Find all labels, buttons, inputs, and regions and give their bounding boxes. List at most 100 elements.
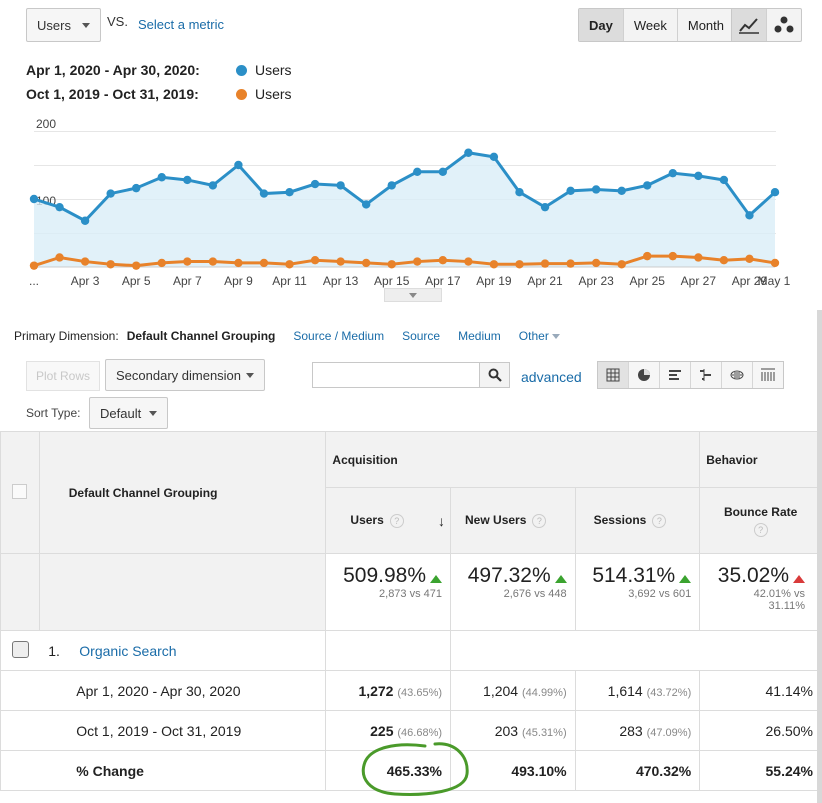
data-point-previous-19[interactable] — [489, 260, 499, 269]
table-view-icon[interactable] — [598, 362, 629, 388]
data-point-previous-18[interactable] — [464, 257, 473, 266]
data-point-current-13[interactable] — [336, 181, 345, 190]
data-point-current-30[interactable] — [770, 188, 780, 197]
search-button[interactable] — [480, 362, 510, 388]
chart-collapse-handle[interactable] — [384, 288, 442, 302]
data-point-current-6[interactable] — [157, 173, 166, 182]
data-point-current-28[interactable] — [719, 175, 729, 185]
new-users-column-header[interactable]: New Users? — [450, 487, 576, 554]
data-point-current-1[interactable] — [29, 194, 39, 204]
pivot-view-icon[interactable] — [753, 362, 783, 388]
dimension-source[interactable]: Source — [402, 329, 441, 343]
sort-type-select[interactable]: Default — [89, 397, 168, 429]
dimension-other[interactable]: Other — [519, 329, 561, 343]
sessions-column-header[interactable]: Sessions? — [574, 487, 701, 554]
data-point-previous-28[interactable] — [719, 256, 729, 265]
data-point-previous-4[interactable] — [106, 260, 115, 269]
data-point-current-8[interactable] — [208, 181, 218, 190]
data-point-previous-11[interactable] — [285, 260, 294, 269]
data-point-current-17[interactable] — [438, 167, 448, 176]
data-point-current-15[interactable] — [387, 181, 396, 190]
advanced-link[interactable]: advanced — [521, 369, 582, 385]
organic-search-link[interactable]: Organic Search — [79, 642, 177, 659]
data-point-current-4[interactable] — [106, 189, 115, 198]
data-point-previous-10[interactable] — [259, 258, 269, 268]
data-point-previous-26[interactable] — [668, 251, 677, 261]
data-point-current-19[interactable] — [489, 152, 499, 162]
help-icon[interactable]: ? — [389, 513, 404, 528]
data-point-current-24[interactable] — [617, 186, 626, 196]
data-point-current-16[interactable] — [413, 167, 422, 176]
data-point-previous-22[interactable] — [566, 259, 575, 268]
data-point-previous-15[interactable] — [387, 260, 396, 269]
data-point-previous-23[interactable] — [591, 258, 601, 268]
data-point-previous-3[interactable] — [80, 257, 90, 266]
data-point-current-11[interactable] — [285, 188, 294, 197]
bounce-rate-column-header[interactable]: Bounce Rate ? — [699, 487, 822, 554]
data-point-previous-20[interactable] — [515, 260, 524, 269]
performance-view-icon[interactable] — [660, 362, 691, 388]
data-point-previous-8[interactable] — [208, 257, 218, 266]
help-icon[interactable]: ? — [753, 522, 768, 537]
data-point-current-14[interactable] — [361, 200, 371, 209]
legend-current: Apr 1, 2020 - Apr 30, 2020: Users — [26, 62, 292, 78]
data-point-previous-2[interactable] — [55, 253, 64, 262]
data-point-previous-16[interactable] — [413, 257, 422, 266]
data-point-current-9[interactable] — [234, 160, 243, 170]
select-metric-link[interactable]: Select a metric — [138, 17, 224, 32]
data-point-current-20[interactable] — [515, 188, 524, 197]
month-button[interactable]: Month — [687, 17, 724, 33]
data-point-previous-9[interactable] — [234, 258, 243, 268]
select-all-checkbox[interactable] — [12, 483, 28, 499]
data-point-previous-12[interactable] — [310, 256, 320, 265]
data-point-previous-25[interactable] — [643, 251, 652, 261]
dimension-source-medium[interactable]: Source / Medium — [293, 329, 385, 343]
motion-chart-icon[interactable] — [767, 9, 801, 41]
data-point-previous-30[interactable] — [770, 258, 780, 268]
data-point-current-21[interactable] — [540, 202, 550, 212]
dimension-column-header[interactable]: Default Channel Grouping — [38, 431, 327, 554]
data-point-current-2[interactable] — [55, 202, 64, 212]
data-point-current-3[interactable] — [80, 216, 90, 225]
data-point-previous-6[interactable] — [157, 258, 166, 268]
data-point-previous-17[interactable] — [438, 256, 448, 265]
term-cloud-view-icon[interactable] — [722, 362, 753, 388]
plot-rows-button[interactable]: Plot Rows — [26, 361, 100, 391]
users-column-header[interactable]: Users? ↓ — [325, 487, 452, 554]
data-point-current-25[interactable] — [643, 181, 652, 190]
data-point-current-27[interactable] — [694, 171, 703, 181]
metric-select[interactable]: Users — [26, 8, 101, 42]
data-point-previous-1[interactable] — [29, 261, 39, 270]
data-point-previous-14[interactable] — [361, 258, 371, 268]
secondary-dimension-select[interactable]: Secondary dimension — [105, 359, 265, 391]
data-point-current-5[interactable] — [132, 183, 141, 193]
new-users-column-label: New Users — [465, 513, 527, 527]
data-point-current-29[interactable] — [745, 211, 754, 220]
data-point-current-18[interactable] — [464, 148, 473, 157]
row-checkbox[interactable] — [11, 640, 29, 658]
comparison-view-icon[interactable] — [691, 362, 722, 388]
data-point-previous-24[interactable] — [617, 260, 626, 269]
data-point-previous-29[interactable] — [745, 254, 754, 264]
data-point-current-23[interactable] — [591, 185, 601, 194]
data-point-current-22[interactable] — [566, 186, 575, 196]
help-icon[interactable]: ? — [652, 514, 667, 528]
day-button[interactable]: Day — [579, 9, 624, 41]
data-point-previous-13[interactable] — [336, 257, 345, 266]
line-chart-icon[interactable] — [732, 9, 767, 41]
data-point-previous-5[interactable] — [132, 261, 141, 270]
data-point-current-10[interactable] — [259, 189, 269, 198]
week-button[interactable]: Week — [624, 9, 678, 41]
table-search-input[interactable] — [312, 362, 480, 388]
data-point-previous-21[interactable] — [540, 259, 550, 268]
data-point-current-26[interactable] — [668, 168, 677, 178]
users-line-chart[interactable] — [0, 0, 822, 300]
scrollbar[interactable] — [817, 310, 822, 803]
data-point-current-7[interactable] — [183, 175, 192, 185]
data-point-previous-27[interactable] — [694, 253, 703, 262]
help-icon[interactable]: ? — [532, 514, 547, 528]
data-point-current-12[interactable] — [310, 179, 320, 189]
dimension-medium[interactable]: Medium — [458, 329, 501, 343]
pie-view-icon[interactable] — [629, 362, 660, 388]
data-point-previous-7[interactable] — [183, 257, 192, 266]
